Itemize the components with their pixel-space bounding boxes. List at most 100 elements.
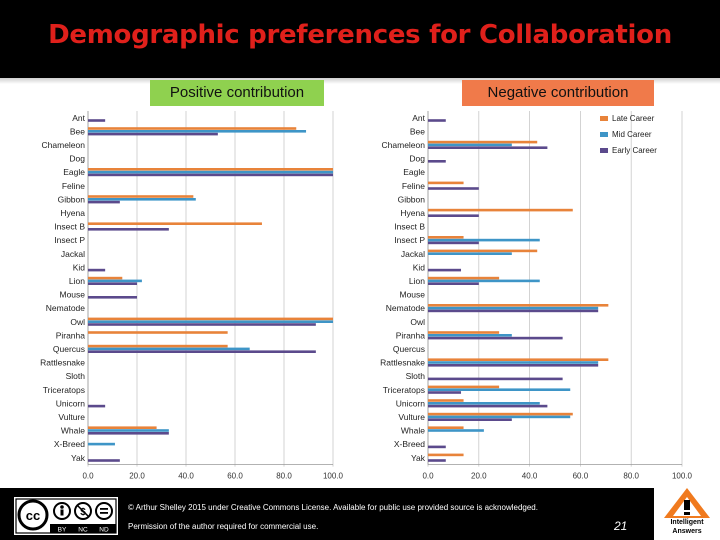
category-label-feline: Feline [62, 181, 85, 191]
bar-mid-career-quercus [88, 347, 250, 351]
category-label-kid: Kid [73, 262, 86, 272]
bar-early-career-hyena [428, 214, 479, 217]
bar-early-career-ant [88, 119, 106, 122]
bar-mid-career-lion [428, 279, 540, 283]
bar-early-career-kid [428, 268, 462, 272]
bar-late-career-triceratops [428, 385, 500, 389]
bar-early-career-whale [88, 432, 169, 435]
cc-by-label: BY [58, 527, 67, 534]
bar-mid-career-gibbon [88, 198, 196, 201]
category-label-dog: Dog [409, 154, 425, 164]
bar-early-career-gibbon [88, 200, 120, 204]
category-label-sloth: Sloth [66, 371, 86, 381]
intelligent-answers-logo: Intelligent Answers [654, 486, 720, 540]
category-label-quercus: Quercus [393, 344, 425, 354]
bar-mid-career-vulture [428, 415, 571, 419]
bar-late-career-gibbon [88, 195, 194, 198]
creative-commons-by-nc-nd-icon: cc $ BY NC ND [14, 497, 118, 535]
logo-text-1: Intelligent [670, 519, 704, 526]
bar-early-career-unicorn [88, 404, 106, 408]
x-tick-label: 40.0 [178, 472, 194, 481]
category-label-quercus: Quercus [53, 344, 85, 354]
bar-late-career-eagle [88, 168, 333, 171]
bar-mid-career-whale [88, 429, 169, 432]
bar-late-career-bee [88, 127, 297, 130]
category-label-eagle: Eagle [63, 167, 85, 177]
bar-late-career-insect-b [88, 222, 262, 225]
bar-mid-career-jackal [428, 252, 512, 255]
category-label-triceratops: Triceratops [43, 385, 85, 395]
category-label-kid: Kid [413, 262, 426, 272]
bar-late-career-chameleon [428, 140, 538, 144]
category-label-unicorn: Unicorn [396, 398, 426, 408]
category-label-triceratops: Triceratops [383, 385, 425, 395]
bar-early-career-x-breed [428, 445, 446, 449]
bar-early-career-vulture [428, 418, 512, 421]
license-line-2: Permission of the author required for co… [128, 522, 319, 531]
bar-early-career-insect-p [428, 241, 479, 245]
bar-mid-career-whale [428, 429, 484, 432]
bar-late-career-feline [428, 181, 464, 185]
bar-late-career-hyena [428, 208, 573, 212]
bar-late-career-yak [428, 453, 464, 457]
negative-contribution-tag: Negative contribution [462, 80, 654, 106]
category-label-ant: Ant [72, 113, 85, 123]
page-number: 21 [614, 519, 628, 533]
bar-early-career-lion [88, 282, 137, 285]
bar-late-career-nematode [428, 304, 609, 307]
bar-early-career-yak [88, 459, 120, 462]
bar-late-career-piranha [428, 331, 500, 334]
svg-text:cc: cc [26, 508, 40, 523]
category-label-owl: Owl [70, 317, 85, 327]
bar-early-career-mouse [88, 296, 137, 299]
bar-early-career-owl [88, 323, 316, 326]
category-label-lion: Lion [409, 276, 425, 286]
category-label-chameleon: Chameleon [382, 140, 426, 150]
category-label-mouse: Mouse [59, 290, 85, 300]
category-label-feline: Feline [402, 181, 425, 191]
bar-mid-career-rattlesnake [428, 361, 599, 364]
bar-late-career-whale [428, 426, 464, 429]
category-label-vulture: Vulture [398, 412, 425, 422]
category-label-insect-p: Insect P [54, 235, 85, 245]
bar-late-career-rattlesnake [428, 358, 609, 361]
x-tick-label: 0.0 [82, 472, 94, 481]
title-bar [0, 0, 720, 78]
x-tick-label: 20.0 [471, 472, 487, 481]
category-label-sloth: Sloth [406, 371, 426, 381]
bar-early-career-triceratops [428, 391, 462, 394]
bar-early-career-lion [428, 282, 479, 285]
category-label-nematode: Nematode [46, 303, 85, 313]
category-label-gibbon: Gibbon [398, 194, 426, 204]
bar-early-career-feline [428, 187, 479, 190]
slide-title: Demographic preferences for Collaboratio… [48, 20, 672, 50]
category-label-dog: Dog [69, 154, 85, 164]
bar-late-career-unicorn [428, 399, 464, 402]
x-tick-label: 20.0 [129, 472, 145, 481]
bar-early-career-insect-b [88, 228, 169, 231]
bar-mid-career-bee [88, 130, 307, 133]
bar-early-career-unicorn [428, 404, 548, 408]
legend-label-early-career: Early Career [612, 146, 657, 155]
footer-bar [0, 488, 720, 540]
category-label-insect-b: Insect B [394, 222, 425, 232]
positive-contribution-tag: Positive contribution [150, 80, 324, 106]
category-label-hyena: Hyena [60, 208, 85, 218]
legend-label-mid-career: Mid Career [612, 130, 652, 139]
bar-early-career-yak [428, 459, 446, 462]
category-label-insect-p: Insect P [394, 235, 425, 245]
category-label-owl: Owl [410, 317, 425, 327]
bar-early-career-rattlesnake [428, 364, 599, 367]
category-label-x-breed: X-Breed [54, 439, 85, 449]
triangle-logo-icon [664, 488, 710, 518]
bar-early-career-sloth [428, 377, 563, 381]
bar-mid-career-insect-p [428, 238, 540, 242]
bar-early-career-nematode [428, 309, 599, 313]
bar-late-career-lion [428, 276, 500, 280]
bar-mid-career-unicorn [428, 402, 540, 405]
bar-late-career-insect-p [428, 236, 464, 239]
category-label-unicorn: Unicorn [56, 398, 86, 408]
category-label-jackal: Jackal [401, 249, 425, 259]
category-label-piranha: Piranha [396, 330, 426, 340]
bar-mid-career-piranha [428, 334, 512, 337]
